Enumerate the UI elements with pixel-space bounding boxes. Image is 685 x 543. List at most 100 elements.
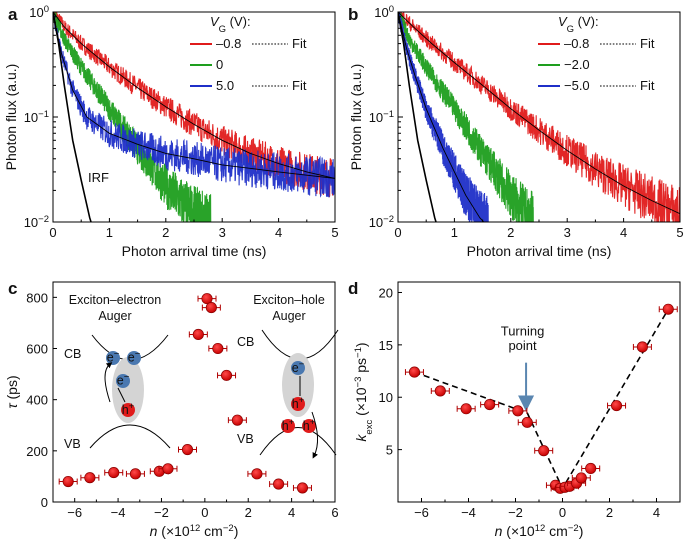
series-5.0 [53,12,335,198]
x-tick-label: −2 [508,505,523,520]
y-axis-label: Photon flux (a.u.) [348,64,364,171]
data-point-c-13 [251,468,263,480]
data-point-d-3 [484,399,496,411]
y-tick-label: 10−1 [24,109,49,126]
fit-line-−5.0 [398,12,485,222]
legend-fit-label: Fit [640,78,655,93]
electron-icon-label: e− [107,348,120,365]
y-tick-label: 10−1 [369,109,394,126]
x-tick-label: 2 [245,505,252,520]
data-point-d-2 [460,403,472,415]
fit-line-–0.8 [398,12,680,215]
x-tick-label: −4 [111,505,126,520]
electron-icon-label: e− [117,371,130,388]
panel-label-d: d [348,279,358,298]
x-axis-label: Photon arrival time (ns) [467,243,612,259]
data-point-c-5 [162,463,174,475]
data-point-c-14 [273,478,285,490]
x-axis-label: n (×1012 cm−2) [495,523,584,540]
data-point-d-0 [408,366,420,378]
hole-icon-label: h+ [282,417,295,434]
x-tick-label: 4 [653,505,660,520]
hole-icon [281,419,295,433]
x-tick-label: 3 [564,225,571,240]
x-tick-label: 1 [106,225,113,240]
y-tick-label: 400 [26,393,48,408]
x-tick-label: 5 [676,225,683,240]
x-axis-label: n (×1012 cm−2) [150,523,239,540]
fit-line-–0.8 [53,12,335,179]
vb-band-left [89,424,171,449]
x-axis-label: Photon arrival time (ns) [122,243,267,259]
turning-point-label-2: point [508,338,537,353]
data-point-c-2 [108,467,120,479]
x-tick-label: 4 [288,505,295,520]
auger-arrow-right [311,411,319,459]
x-tick-label: 4 [620,225,627,240]
legend-label-5.0: 5.0 [216,78,234,93]
hole-icon-label: h+ [122,401,135,418]
y-axis-label: Photon flux (a.u.) [3,64,19,171]
data-point-c-1 [84,472,96,484]
x-tick-label: 3 [219,225,226,240]
electron-icon [127,351,141,365]
inset-right-title-1: Exciton–hole [253,293,325,307]
hole-icon-label: h+ [303,417,316,434]
data-point-c-8 [201,293,213,305]
exciton-cloud-right [282,353,314,417]
legend-fit-label: Fit [292,36,307,51]
inset-left-title-1: Exciton–electron [69,293,161,307]
series-−2.0 [398,12,534,222]
vb-label-right: VB [237,432,254,446]
irf-curve [398,12,437,222]
legend-label-–0.8: –0.8 [216,36,241,51]
legend-title: VG (V): [558,14,599,35]
data-point-d-5 [521,416,533,428]
series-–0.8 [398,12,680,222]
auger-arrow-left [104,362,113,403]
fit-line-5.0 [53,12,335,179]
y-tick-label: 10−2 [24,214,49,231]
y-tick-label: 800 [26,290,48,305]
hole-icon [302,419,316,433]
y-tick-label: 100 [374,4,394,21]
data-point-c-9 [205,302,217,314]
y-tick-label: 15 [379,338,393,353]
panel-d: −6 −4 −2 0 2 4 5 10 15 20 n (×1012 cm−2) kexc (×10−… [353,281,681,540]
legend-label-0: 0 [216,57,223,72]
panel-c: −6 −4 −2 0 2 4 6 0 200 400 600 800 n (×1012 cm−2) τ (… [4,281,339,540]
legend-label-−2.0: −2.0 [564,57,590,72]
inset-right-title-2: Auger [272,309,305,323]
x-tick-label: 4 [275,225,282,240]
data-point-d-14 [610,400,623,412]
electron-icon [116,374,130,388]
inset-left-title-2: Auger [98,309,131,323]
data-point-d-12 [575,472,587,484]
cb-label-left: CB [64,347,81,361]
panel-label-b: b [348,5,358,24]
x-tick-label: 2 [162,225,169,240]
exciton-cloud-left [112,357,144,423]
electron-icon [106,351,120,365]
legend-label-−5.0: −5.0 [564,78,590,93]
y-tick-label: 20 [379,285,393,300]
data-point-d-1 [434,385,446,397]
x-tick-label: 0 [201,505,208,520]
panel-label-a: a [8,5,18,24]
x-tick-label: −6 [67,505,82,520]
series-−5.0 [398,12,489,222]
irf-curve [53,12,92,222]
axes-frame-c [52,281,336,503]
x-tick-label: 0 [559,505,566,520]
y-tick-label: 0 [41,495,48,510]
y-tick-label: 10−2 [369,214,394,231]
y-axis-label: kexc (×10−3 ps−1) [353,342,375,441]
panel-b: 0 1 2 3 4 5 100 10−1 10−2 Photon arrival time (ns… [348,4,684,260]
x-tick-label: 6 [331,505,338,520]
data-point-c-7 [192,328,204,340]
x-tick-label: 5 [331,225,338,240]
legend-title: VG (V): [210,14,251,35]
x-tick-label: −6 [414,505,429,520]
y-tick-label: 100 [29,4,49,21]
turning-point-label-1: Turning [501,323,545,338]
